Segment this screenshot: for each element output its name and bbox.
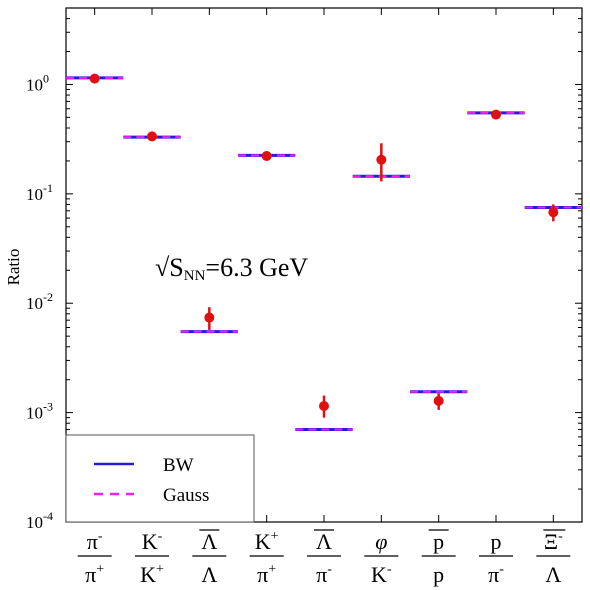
category-numerator: p bbox=[491, 529, 502, 554]
denominator-charge: - bbox=[327, 562, 332, 577]
y-tick-exponent: 0 bbox=[43, 71, 49, 85]
data-point bbox=[261, 150, 272, 161]
data-point bbox=[376, 154, 387, 165]
numerator-symbol: Ξ bbox=[544, 529, 558, 554]
y-tick-label: 10-3 bbox=[26, 400, 53, 423]
data-point bbox=[319, 400, 329, 411]
denominator-charge: - bbox=[387, 562, 392, 577]
category-label: K+π+ bbox=[249, 529, 284, 587]
numerator-symbol: K bbox=[255, 529, 271, 554]
denominator-symbol: K bbox=[371, 562, 387, 587]
y-tick-base: 10 bbox=[26, 185, 43, 204]
y-tick-label: 10-1 bbox=[26, 181, 53, 204]
category-label: π-π+ bbox=[77, 529, 112, 587]
denominator-symbol: π bbox=[257, 562, 268, 587]
category-denominator: K- bbox=[371, 562, 392, 587]
category-numerator: π- bbox=[87, 529, 103, 554]
numerator-symbol: φ bbox=[375, 529, 387, 554]
denominator-symbol: π bbox=[85, 562, 96, 587]
y-tick-base: 10 bbox=[26, 404, 43, 423]
denominator-symbol: Λ bbox=[545, 562, 561, 587]
numerator-charge: + bbox=[271, 529, 279, 544]
numerator-symbol: p bbox=[433, 529, 444, 554]
numerator-symbol: Λ bbox=[316, 529, 332, 554]
category-label: φK- bbox=[364, 529, 399, 587]
legend-bw-label: BW bbox=[163, 455, 194, 476]
data-point bbox=[89, 73, 100, 84]
denominator-charge: + bbox=[96, 562, 104, 577]
category-denominator: π+ bbox=[85, 562, 104, 587]
numerator-charge: - bbox=[98, 529, 103, 544]
category-denominator: Λ bbox=[545, 562, 561, 587]
energy-annotation: √SNN=6.3 GeV bbox=[155, 253, 308, 284]
y-tick-exponent: -4 bbox=[43, 509, 53, 523]
data-points bbox=[89, 73, 559, 418]
y-tick-exponent: -1 bbox=[43, 181, 53, 195]
y-tick-exponent: -3 bbox=[43, 400, 53, 414]
category-numerator: Λ bbox=[201, 529, 217, 554]
category-numerator: Ξ- bbox=[544, 529, 563, 554]
denominator-charge: + bbox=[156, 562, 164, 577]
legend-gauss-label: Gauss bbox=[163, 485, 209, 506]
data-point bbox=[147, 131, 157, 142]
category-label: Ξ- Λ bbox=[536, 529, 571, 587]
numerator-charge: - bbox=[558, 529, 563, 544]
category-numerator: p bbox=[433, 529, 444, 554]
denominator-symbol: Λ bbox=[201, 562, 217, 587]
y-tick-label: 10-4 bbox=[26, 509, 53, 532]
category-label: pπ- bbox=[479, 529, 513, 587]
category-label: ΛΛ bbox=[192, 529, 227, 587]
denominator-symbol: p bbox=[433, 562, 444, 587]
data-point bbox=[548, 207, 559, 218]
legend: BW Gauss bbox=[65, 434, 255, 523]
y-tick-base: 10 bbox=[26, 513, 43, 532]
y-tick-base: 10 bbox=[26, 294, 43, 313]
numerator-symbol: Λ bbox=[201, 529, 217, 554]
denominator-charge: - bbox=[499, 562, 504, 577]
category-label: Λπ- bbox=[307, 529, 341, 587]
numerator-symbol: K bbox=[142, 529, 158, 554]
y-tick-base: 10 bbox=[26, 75, 43, 94]
data-point bbox=[433, 395, 444, 406]
category-denominator: p bbox=[433, 562, 444, 587]
category-label: pp bbox=[421, 529, 456, 587]
category-numerator: φ bbox=[375, 529, 387, 554]
annotation-main: S bbox=[169, 253, 183, 282]
category-numerator: Λ bbox=[316, 529, 332, 554]
numerator-symbol: p bbox=[491, 529, 502, 554]
y-axis-label: Ratio bbox=[4, 249, 23, 286]
category-denominator: Λ bbox=[201, 562, 217, 587]
category-label: K-K+ bbox=[135, 529, 169, 587]
y-tick-label: 100 bbox=[26, 71, 49, 94]
data-point bbox=[491, 109, 501, 120]
annotation-sqrt: √ bbox=[155, 253, 170, 282]
legend-box bbox=[65, 434, 255, 523]
category-denominator: π- bbox=[316, 562, 332, 587]
numerator-symbol: π bbox=[87, 529, 98, 554]
denominator-symbol: π bbox=[316, 562, 327, 587]
category-numerator: K+ bbox=[255, 529, 279, 554]
category-denominator: K+ bbox=[140, 562, 164, 587]
category-denominator: π- bbox=[488, 562, 504, 587]
denominator-symbol: K bbox=[140, 562, 156, 587]
y-tick-exponent: -2 bbox=[43, 290, 53, 304]
numerator-charge: - bbox=[158, 529, 163, 544]
denominator-charge: + bbox=[268, 562, 276, 577]
category-numerator: K- bbox=[142, 529, 163, 554]
data-point bbox=[204, 312, 215, 323]
denominator-symbol: π bbox=[488, 562, 499, 587]
category-denominator: π+ bbox=[257, 562, 276, 587]
annotation-sub: NN bbox=[184, 268, 206, 284]
y-tick-label: 10-2 bbox=[26, 290, 53, 313]
annotation-rest: =6.3 GeV bbox=[205, 253, 308, 282]
